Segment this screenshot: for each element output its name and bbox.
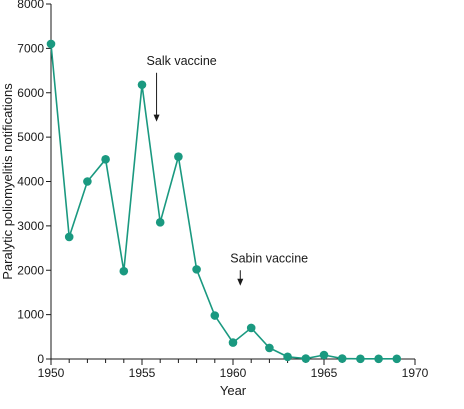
annotation-arrow-head-icon — [153, 114, 160, 122]
data-point — [46, 39, 56, 49]
data-point — [301, 354, 311, 363]
data-point — [210, 311, 220, 320]
data-point — [246, 323, 256, 333]
vaccine-annotation-label: Sabin vaccine — [230, 251, 308, 265]
x-tick-label: 1955 — [129, 366, 156, 380]
data-point — [283, 352, 292, 362]
x-axis-title: Year — [220, 383, 247, 398]
y-tick-label: 0 — [37, 352, 44, 366]
data-point — [356, 354, 365, 364]
annotations-layer: Salk vaccine Sabin vaccine — [147, 54, 308, 286]
data-point — [228, 338, 238, 347]
data-point — [64, 232, 74, 242]
x-tick-label: 1965 — [311, 366, 338, 380]
data-point — [319, 350, 329, 360]
data-point — [174, 152, 183, 161]
x-tick-label: 1950 — [38, 366, 65, 380]
x-tick-label: 1970 — [402, 366, 429, 380]
y-tick-label: 8000 — [17, 0, 44, 11]
y-tick-label: 3000 — [17, 219, 44, 233]
y-tick-label: 7000 — [17, 41, 44, 55]
data-point — [374, 354, 383, 364]
data-point — [101, 155, 110, 164]
y-tick-label: 4000 — [17, 175, 44, 189]
x-tick-label: 1960 — [220, 366, 247, 380]
data-point — [392, 354, 402, 364]
series-line — [50, 43, 397, 360]
vaccine-annotation-label: Salk vaccine — [147, 54, 217, 68]
y-tick-label: 6000 — [17, 86, 44, 100]
data-point — [337, 354, 347, 363]
y-tick-label: 5000 — [17, 130, 44, 144]
data-point — [137, 80, 147, 90]
data-point — [119, 266, 129, 276]
data-point — [265, 343, 274, 353]
data-point — [83, 177, 92, 186]
y-axis-title: Paralytic poliomyelitis notifications — [0, 83, 15, 280]
y-tick-label: 2000 — [17, 263, 44, 277]
data-point — [155, 218, 165, 227]
y-ticks: 0 1000 2000 3000 4000 5000 6000 7000 8000 — [17, 0, 51, 366]
y-tick-label: 1000 — [17, 308, 44, 322]
data-point — [192, 265, 201, 274]
annotation-arrow-head-icon — [237, 278, 244, 286]
x-ticks: 1950 1955 1960 1965 1970 — [38, 359, 429, 380]
series-layer — [46, 39, 402, 364]
